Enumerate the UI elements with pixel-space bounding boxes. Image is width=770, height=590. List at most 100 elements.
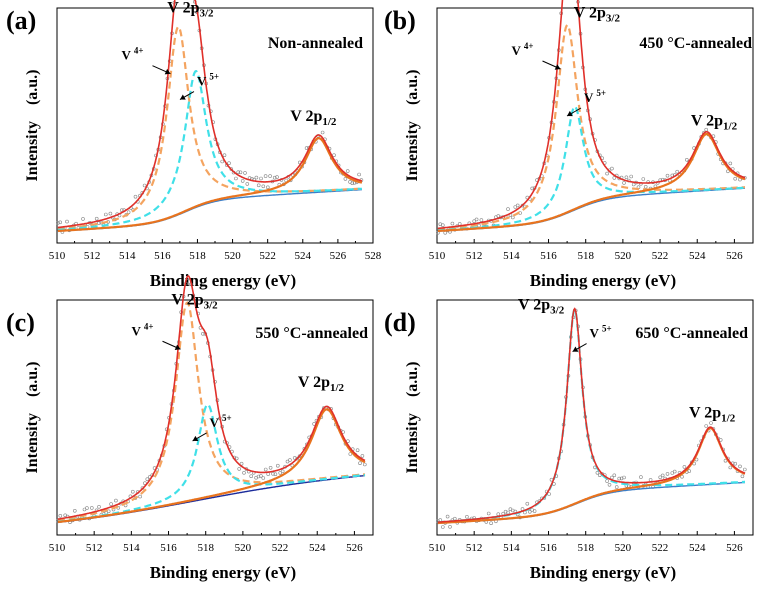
x-tick-label: 514 xyxy=(123,542,140,554)
species-label-superscript: 4+ xyxy=(144,321,154,331)
species-arrow-head xyxy=(174,344,181,350)
x-tick-label: 510 xyxy=(49,250,66,262)
data-point xyxy=(530,186,535,191)
x-tick-label: 522 xyxy=(652,250,669,262)
data-point xyxy=(263,467,268,472)
peak-label-subscript: 1/2 xyxy=(322,116,337,128)
peak-label: V 2p1/2 xyxy=(691,113,738,133)
x-tick-label: 516 xyxy=(160,542,177,554)
x-tick-label: 514 xyxy=(119,250,136,262)
data-point xyxy=(273,472,278,477)
x-tick-label: 526 xyxy=(726,542,743,554)
x-axis-label: Binding energy (eV) xyxy=(150,563,296,582)
x-tick-label: 512 xyxy=(466,542,483,554)
data-point xyxy=(726,169,730,174)
species-label: V 5+ xyxy=(197,72,219,89)
data-point xyxy=(622,181,626,185)
component-v5-curve xyxy=(437,105,745,232)
data-point xyxy=(723,458,728,463)
data-point xyxy=(97,504,101,509)
data-point xyxy=(343,177,348,181)
data-point xyxy=(295,456,300,461)
data-point xyxy=(304,146,309,150)
data-point xyxy=(624,175,629,180)
data-point xyxy=(280,469,285,474)
panel-label: (d) xyxy=(384,308,416,337)
data-point xyxy=(614,485,619,489)
data-point xyxy=(362,462,367,467)
data-point xyxy=(268,174,272,178)
data-point xyxy=(440,223,445,227)
data-point xyxy=(612,176,617,180)
species-label: V 5+ xyxy=(590,324,612,341)
data-point xyxy=(445,514,450,519)
data-point xyxy=(738,464,742,469)
x-tick-label: 526 xyxy=(330,250,347,262)
component-v4-curve xyxy=(57,301,366,522)
data-point xyxy=(268,465,273,470)
data-point xyxy=(532,509,537,513)
data-point xyxy=(515,203,520,208)
data-point xyxy=(612,473,617,478)
peak-label-subscript: 1/2 xyxy=(723,121,738,133)
data-point xyxy=(332,153,336,157)
data-point xyxy=(527,509,532,514)
data-point xyxy=(245,182,250,186)
data-point xyxy=(249,474,253,479)
peak-label-subscript: 1/2 xyxy=(330,382,345,394)
x-tick-label: 518 xyxy=(577,542,594,554)
x-tick-label: 516 xyxy=(540,250,557,262)
panel-title: 550 °C-annealed xyxy=(255,325,368,342)
peak-label: V 2p3/2 xyxy=(518,296,565,316)
x-tick-label: 512 xyxy=(84,250,101,262)
envelope-curve xyxy=(57,275,366,520)
panel-label: (c) xyxy=(6,308,35,337)
data-point xyxy=(704,424,709,428)
data-point xyxy=(660,473,665,478)
species-label: V 4+ xyxy=(511,41,533,58)
data-point xyxy=(256,474,261,479)
data-point xyxy=(605,171,609,176)
data-point xyxy=(474,217,479,222)
x-tick-label: 516 xyxy=(154,250,171,262)
x-tick-label: 522 xyxy=(259,250,276,262)
peak-label: V 2p1/2 xyxy=(689,405,736,425)
x-tick-label: 512 xyxy=(86,542,103,554)
data-point xyxy=(292,456,297,460)
data-point xyxy=(133,194,138,199)
data-point xyxy=(65,219,69,224)
data-point xyxy=(109,502,113,506)
species-label-superscript: 5+ xyxy=(209,72,219,82)
species-arrow-head xyxy=(164,68,171,75)
data-points xyxy=(56,276,367,525)
x-tick-label: 528 xyxy=(365,250,382,262)
data-point xyxy=(448,524,452,529)
data-point xyxy=(266,472,271,476)
x-tick-label: 518 xyxy=(577,250,594,262)
component-p12-curve xyxy=(57,137,363,233)
data-point xyxy=(220,159,224,164)
species-label: V 5+ xyxy=(210,413,232,430)
data-point xyxy=(278,471,283,475)
x-tick-label: 522 xyxy=(652,542,669,554)
data-point xyxy=(227,161,231,165)
species-arrow-head xyxy=(192,435,199,442)
x-axis-label: Binding energy (eV) xyxy=(150,271,296,290)
background-curve xyxy=(437,481,745,524)
data-point xyxy=(440,525,445,529)
species-arrow-head xyxy=(572,346,579,352)
species-arrow-head xyxy=(554,64,561,70)
data-point xyxy=(450,221,455,226)
data-point xyxy=(607,482,612,487)
data-point xyxy=(684,158,689,162)
x-tick-label: 514 xyxy=(503,250,520,262)
x-tick-label: 520 xyxy=(615,542,632,554)
peak-label: V 2p3/2 xyxy=(574,4,621,24)
data-point xyxy=(108,211,113,216)
data-point xyxy=(513,205,518,209)
data-point xyxy=(85,506,89,510)
data-point xyxy=(261,476,266,480)
data-point xyxy=(479,218,484,222)
data-point xyxy=(436,231,440,235)
